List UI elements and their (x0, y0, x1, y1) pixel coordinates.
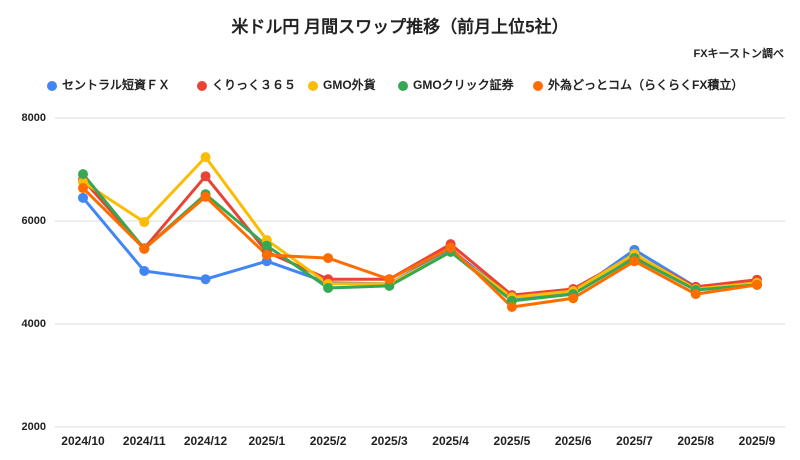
x-tick-label: 2025/3 (371, 434, 408, 448)
x-tick-label: 2024/12 (184, 434, 228, 448)
legend-marker (533, 81, 543, 91)
data-point (629, 256, 640, 267)
data-point (139, 265, 150, 276)
data-point (506, 302, 517, 313)
data-point (139, 243, 150, 254)
y-tick-label: 8000 (22, 112, 46, 124)
data-point (384, 274, 395, 285)
data-point (690, 289, 701, 300)
legend-marker (308, 81, 318, 91)
annotation: FXキーストン調べ (693, 46, 784, 60)
series-line (81, 173, 758, 303)
legend-marker (197, 81, 207, 91)
y-tick-label: 2000 (22, 421, 46, 433)
legend-label: セントラル短資ＦＸ (62, 77, 170, 92)
data-point (445, 242, 456, 253)
x-tick-label: 2025/5 (494, 434, 531, 448)
y-tick-label: 4000 (22, 318, 46, 330)
data-point (78, 192, 88, 203)
data-point (200, 152, 211, 163)
data-point (261, 249, 272, 260)
data-point (200, 274, 211, 285)
legend-label: GMOクリック証券 (413, 77, 515, 92)
data-point (568, 293, 579, 304)
x-tick-label: 2025/2 (310, 434, 347, 448)
legend-label: 外為どっとコム（らくらくFX積立） (548, 77, 743, 92)
legend-marker (398, 81, 408, 91)
x-tick-label: 2025/6 (555, 434, 592, 448)
data-point (139, 217, 150, 228)
data-point (323, 253, 334, 264)
legend-marker (47, 81, 57, 91)
x-tick-label: 2025/8 (677, 434, 714, 448)
series-line (81, 186, 758, 309)
data-point (261, 240, 272, 251)
data-point (200, 191, 211, 202)
data-point (200, 171, 211, 182)
data-point (752, 279, 762, 290)
legend-label: GMO外貨 (323, 77, 376, 92)
y-tick-label: 6000 (22, 215, 46, 227)
data-point (323, 282, 334, 293)
chart-title: 米ドル円 月間スワップ推移（前月上位5社） (231, 16, 568, 36)
x-tick-label: 2025/1 (248, 434, 285, 448)
data-point (78, 169, 88, 180)
x-tick-label: 2025/9 (739, 434, 776, 448)
x-tick-label: 2025/7 (616, 434, 653, 448)
x-tick-label: 2025/4 (432, 434, 469, 448)
x-tick-label: 2024/11 (123, 434, 166, 448)
x-tick-label: 2024/10 (61, 434, 105, 448)
legend-label: くりっく３６５ (212, 78, 296, 92)
data-point (78, 183, 88, 194)
